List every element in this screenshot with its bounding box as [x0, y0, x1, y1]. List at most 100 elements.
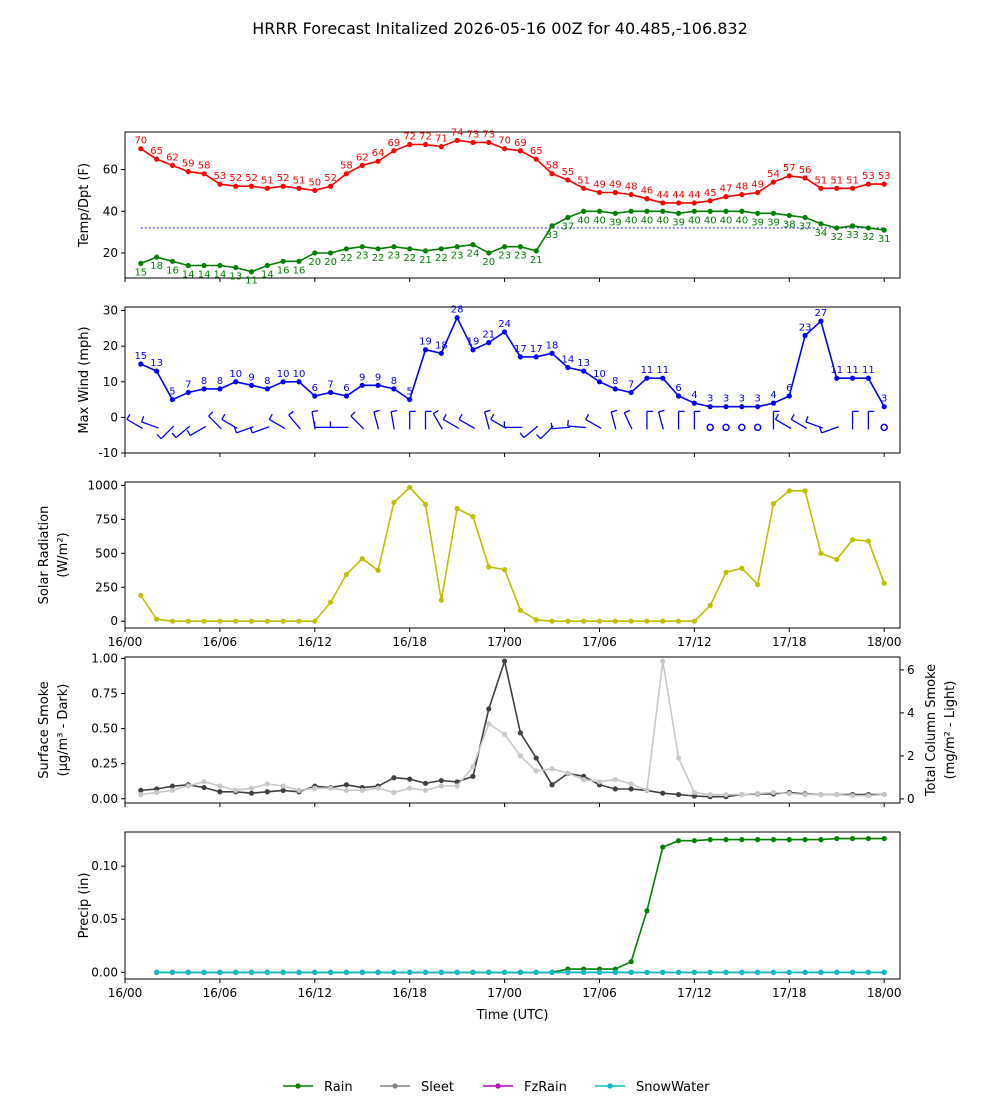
data-label-dewpoint: 21: [419, 255, 432, 266]
data-label-wind: 15: [134, 351, 147, 362]
data-point-temp: [217, 181, 223, 187]
data-label-wind: 6: [343, 383, 349, 394]
data-label-temp: 65: [530, 146, 543, 157]
data-point-solar: [312, 618, 318, 624]
data-label-wind: 10: [293, 369, 306, 380]
data-label-dewpoint: 33: [846, 230, 859, 241]
wind-barb: [458, 418, 476, 429]
data-point-wind: [770, 400, 777, 406]
data-point-dewpoint: [454, 244, 460, 250]
data-point-snowwater: [422, 969, 429, 975]
wind-barb: [657, 411, 664, 430]
x-tick-label: 17/18: [772, 635, 807, 649]
data-label-wind: 5: [169, 387, 175, 398]
data-point-dewpoint: [470, 242, 476, 248]
data-point-smoke_light: [312, 785, 318, 791]
data-label-temp: 52: [245, 173, 258, 184]
data-point-smoke_light: [660, 658, 666, 664]
data-point-dewpoint: [675, 210, 682, 216]
data-point-wind: [849, 375, 856, 381]
data-point-wind: [138, 361, 144, 367]
data-point-rain: [881, 835, 887, 842]
axes-frame: [124, 481, 901, 629]
wind-barb-flag: [390, 409, 398, 413]
data-point-dewpoint: [581, 208, 587, 214]
data-point-wind: [391, 386, 397, 392]
data-point-solar: [849, 537, 856, 543]
data-point-smoke_dark: [612, 786, 618, 792]
data-point-rain: [770, 837, 777, 843]
data-point-wind: [533, 354, 539, 360]
data-label-dewpoint: 40: [704, 215, 717, 226]
x-tick-label: 17/00: [487, 635, 522, 649]
panel-solar: [121, 481, 901, 632]
data-point-snowwater: [691, 969, 697, 975]
data-point-snowwater: [359, 969, 365, 975]
data-point-wind: [865, 375, 871, 381]
panel-smoke: [121, 656, 904, 807]
data-point-solar: [233, 618, 239, 624]
y-axis-label: (µg/m³ - Dark): [56, 684, 71, 777]
data-label-dewpoint: 40: [688, 215, 701, 226]
data-point-temp: [470, 139, 476, 146]
data-point-smoke_light: [691, 789, 697, 796]
data-point-solar: [264, 618, 270, 624]
data-point-solar: [565, 618, 571, 624]
data-point-wind: [185, 389, 191, 396]
data-point-wind: [422, 347, 429, 353]
data-point-dewpoint: [438, 246, 444, 252]
data-point-dewpoint: [501, 244, 508, 250]
y-tick-label: 20: [103, 246, 118, 260]
data-point-smoke_dark: [407, 776, 413, 782]
data-point-smoke_light: [422, 787, 429, 793]
data-label-wind: 21: [482, 330, 495, 341]
data-point-temp: [328, 183, 334, 189]
wind-barb: [160, 425, 175, 440]
data-point-snowwater: [549, 969, 555, 975]
wind-barb: [610, 411, 617, 430]
data-point-dewpoint: [296, 258, 302, 264]
data-label-wind: 11: [830, 365, 843, 376]
data-label-wind: 8: [217, 376, 223, 387]
data-point-temp: [422, 141, 429, 148]
data-point-smoke_dark: [138, 787, 144, 793]
data-point-smoke_light: [675, 755, 682, 761]
data-point-rain: [865, 835, 871, 842]
data-label-wind: 11: [641, 365, 654, 376]
data-point-solar: [501, 567, 508, 573]
data-point-temp: [407, 141, 413, 148]
data-label-temp: 69: [388, 138, 401, 149]
data-point-solar: [612, 618, 618, 624]
data-label-dewpoint: 39: [609, 217, 622, 228]
data-point-snowwater: [233, 969, 239, 975]
data-point-temp: [818, 185, 824, 191]
data-point-rain: [802, 837, 808, 843]
data-point-smoke_dark: [533, 755, 539, 761]
data-point-solar: [328, 599, 334, 605]
data-point-solar: [375, 567, 381, 573]
data-point-solar: [169, 618, 176, 624]
data-label-dewpoint: 14: [214, 269, 227, 280]
data-label-dewpoint: 20: [482, 257, 495, 268]
data-label-wind: 6: [786, 383, 792, 394]
data-point-smoke_dark: [280, 787, 286, 793]
y-tick-label: 30: [103, 304, 118, 318]
data-point-wind: [802, 332, 808, 339]
series-line-smoke_light: [140, 661, 885, 797]
data-label-dewpoint: 16: [293, 265, 306, 276]
data-label-temp: 47: [720, 184, 733, 195]
data-point-dewpoint: [233, 264, 239, 271]
data-point-wind: [296, 379, 302, 385]
wind-barb: [567, 425, 586, 429]
data-point-snowwater: [328, 969, 334, 975]
data-point-smoke_light: [280, 783, 286, 789]
data-label-temp: 53: [862, 171, 875, 182]
data-label-wind: 18: [546, 340, 559, 351]
data-point-temp: [881, 181, 887, 187]
data-point-snowwater: [881, 969, 887, 975]
data-label-dewpoint: 23: [498, 251, 511, 262]
data-label-dewpoint: 40: [656, 215, 669, 226]
data-point-wind: [343, 393, 350, 399]
data-point-solar: [185, 618, 191, 624]
data-label-wind: 8: [612, 376, 618, 387]
